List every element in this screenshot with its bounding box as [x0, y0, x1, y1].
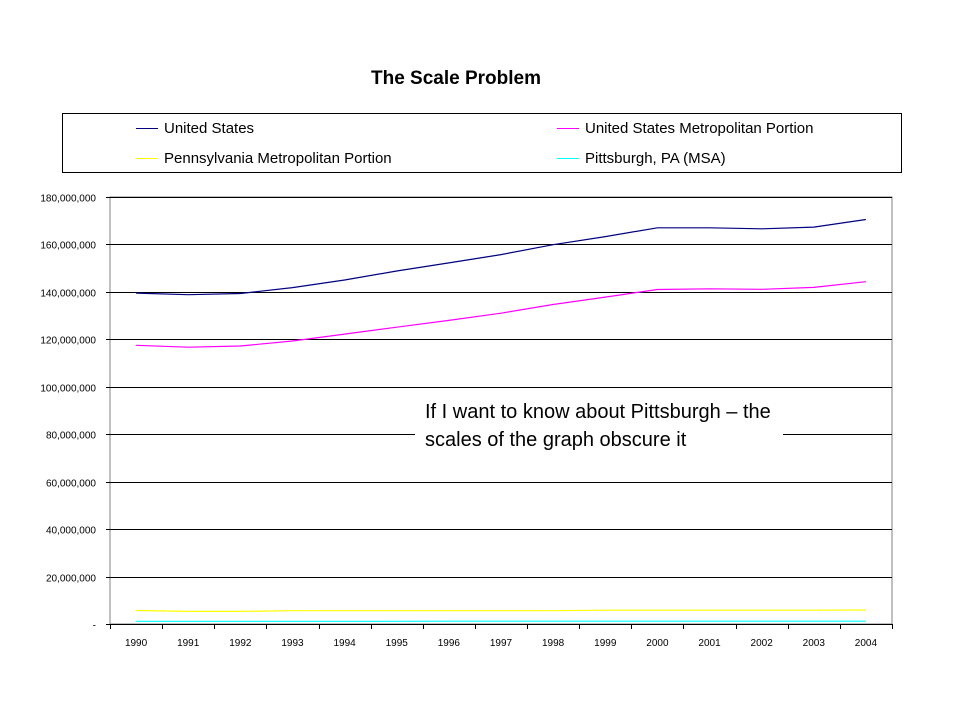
x-tick-label: 2002: [751, 638, 774, 649]
x-tick-label: 1996: [438, 638, 461, 649]
annotation-text: If I want to know about Pittsburgh – the…: [415, 398, 783, 454]
legend-label: United States Metropolitan Portion: [585, 120, 814, 137]
chart-legend: United States United States Metropolitan…: [62, 113, 902, 173]
x-tick-label: 1991: [177, 638, 200, 649]
legend-label: Pittsburgh, PA (MSA): [585, 150, 726, 167]
series-line-2: [136, 609, 866, 613]
x-tick-label: 2001: [698, 638, 721, 649]
y-tick-label: 20,000,000: [46, 574, 96, 585]
y-tick-label: 120,000,000: [40, 336, 96, 347]
x-tick-label: 2003: [803, 638, 826, 649]
legend-swatch: [136, 128, 158, 129]
x-tick-label: 1998: [542, 638, 565, 649]
y-tick-label: 80,000,000: [46, 431, 96, 442]
y-tick-label: 180,000,000: [40, 194, 96, 205]
y-tick-label: 100,000,000: [40, 384, 96, 395]
x-tick-label: 1997: [490, 638, 513, 649]
legend-item-pittsburgh: Pittsburgh, PA (MSA): [557, 150, 726, 167]
x-tick-label: 1994: [333, 638, 356, 649]
series-line-1: [136, 281, 866, 348]
legend-swatch: [136, 158, 158, 159]
legend-item-us-metropolitan: United States Metropolitan Portion: [557, 120, 813, 137]
legend-item-united-states: United States: [136, 120, 254, 137]
legend-swatch: [557, 158, 579, 159]
y-tick-label: 40,000,000: [46, 526, 96, 537]
x-tick-label: 1993: [281, 638, 304, 649]
x-tick-label: 2000: [646, 638, 669, 649]
x-tick-label: 1992: [229, 638, 252, 649]
chart-title: The Scale Problem: [370, 68, 541, 89]
series-line-0: [136, 218, 866, 296]
x-tick-label: 2004: [855, 638, 878, 649]
y-tick-label: 160,000,000: [40, 241, 96, 252]
legend-label: United States: [164, 120, 255, 137]
y-tick-label: 60,000,000: [46, 479, 96, 490]
x-tick-label: 1995: [386, 638, 409, 649]
x-tick-label: 1990: [125, 638, 148, 649]
legend-item-pa-metropolitan: Pennsylvania Metropolitan Portion: [136, 150, 392, 167]
legend-label: Pennsylvania Metropolitan Portion: [164, 150, 392, 167]
y-tick-label: 140,000,000: [40, 289, 96, 300]
x-tick-label: 1999: [594, 638, 617, 649]
legend-swatch: [557, 128, 579, 129]
y-tick-label: -: [93, 621, 96, 632]
